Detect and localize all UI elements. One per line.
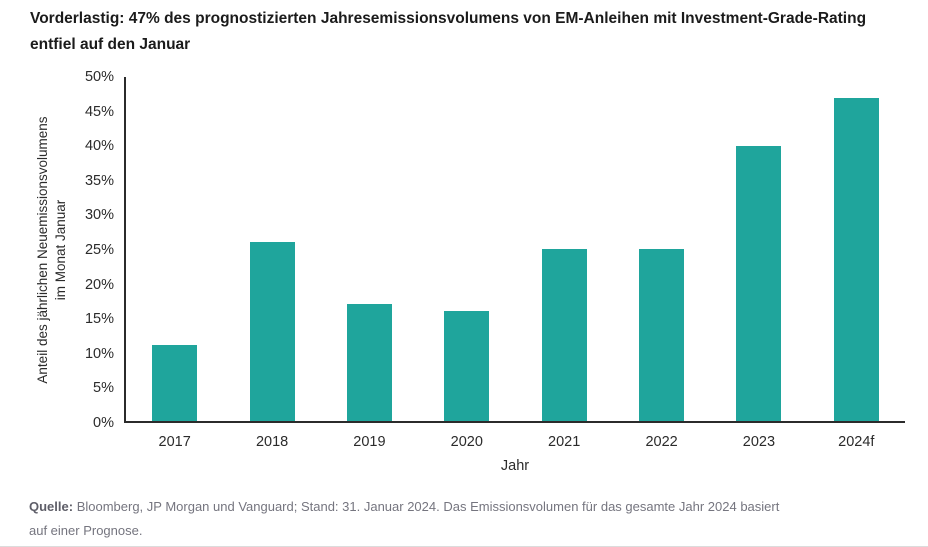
x-tick-label-2024f: 2024f	[838, 434, 875, 450]
bar-2022	[639, 249, 685, 421]
y-tick-label-30: 30%	[84, 207, 114, 224]
bar-2019	[346, 304, 392, 421]
x-tick-label-2020: 2020	[450, 434, 483, 450]
x-axis-tick-labels: 2017 2018 2019 2020 2021 2022 2023 2024f	[126, 434, 905, 454]
source-note: Quelle: Bloomberg, JP Morgan und Vanguar…	[29, 495, 914, 543]
y-tick-label-25: 25%	[84, 242, 114, 258]
x-tick-label-2017: 2017	[158, 434, 191, 450]
plot-area	[124, 77, 905, 423]
x-tick-label-2021: 2021	[548, 434, 581, 450]
bar-2018	[249, 242, 295, 421]
bar-2024f	[833, 97, 879, 421]
bar-2023	[736, 145, 782, 421]
y-tick-label-50: 50%	[84, 69, 114, 85]
x-tick-label-2018: 2018	[255, 434, 289, 450]
source-label: Quelle:	[29, 499, 74, 514]
bar-2021	[541, 249, 587, 421]
x-tick-label-2019: 2019	[353, 434, 386, 450]
chart-title: Vorderlastig: 47% des prognostizierten J…	[30, 10, 867, 53]
y-tick-label-0: 0%	[93, 415, 114, 431]
y-tick-label-20: 20%	[84, 276, 114, 293]
y-axis-tick-labels: 0% 5% 10% 15% 20% 25% 30% 35% 40% 45% 50%	[0, 69, 114, 431]
x-tick-label-2022: 2022	[645, 434, 678, 450]
y-tick-label-10: 10%	[84, 345, 114, 362]
y-tick-label-15: 15%	[84, 311, 114, 328]
x-axis-title: Jahr	[500, 458, 530, 474]
x-tick-label-2023: 2023	[742, 434, 776, 450]
y-tick-label-5: 5%	[93, 380, 114, 397]
source-text: Bloomberg, JP Morgan und Vanguard; Stand…	[29, 499, 780, 538]
y-tick-label-45: 45%	[84, 103, 114, 120]
bar-2020	[444, 310, 490, 421]
y-tick-label-40: 40%	[84, 138, 114, 155]
y-tick-label-35: 35%	[84, 172, 114, 189]
bar-2017	[152, 345, 198, 421]
